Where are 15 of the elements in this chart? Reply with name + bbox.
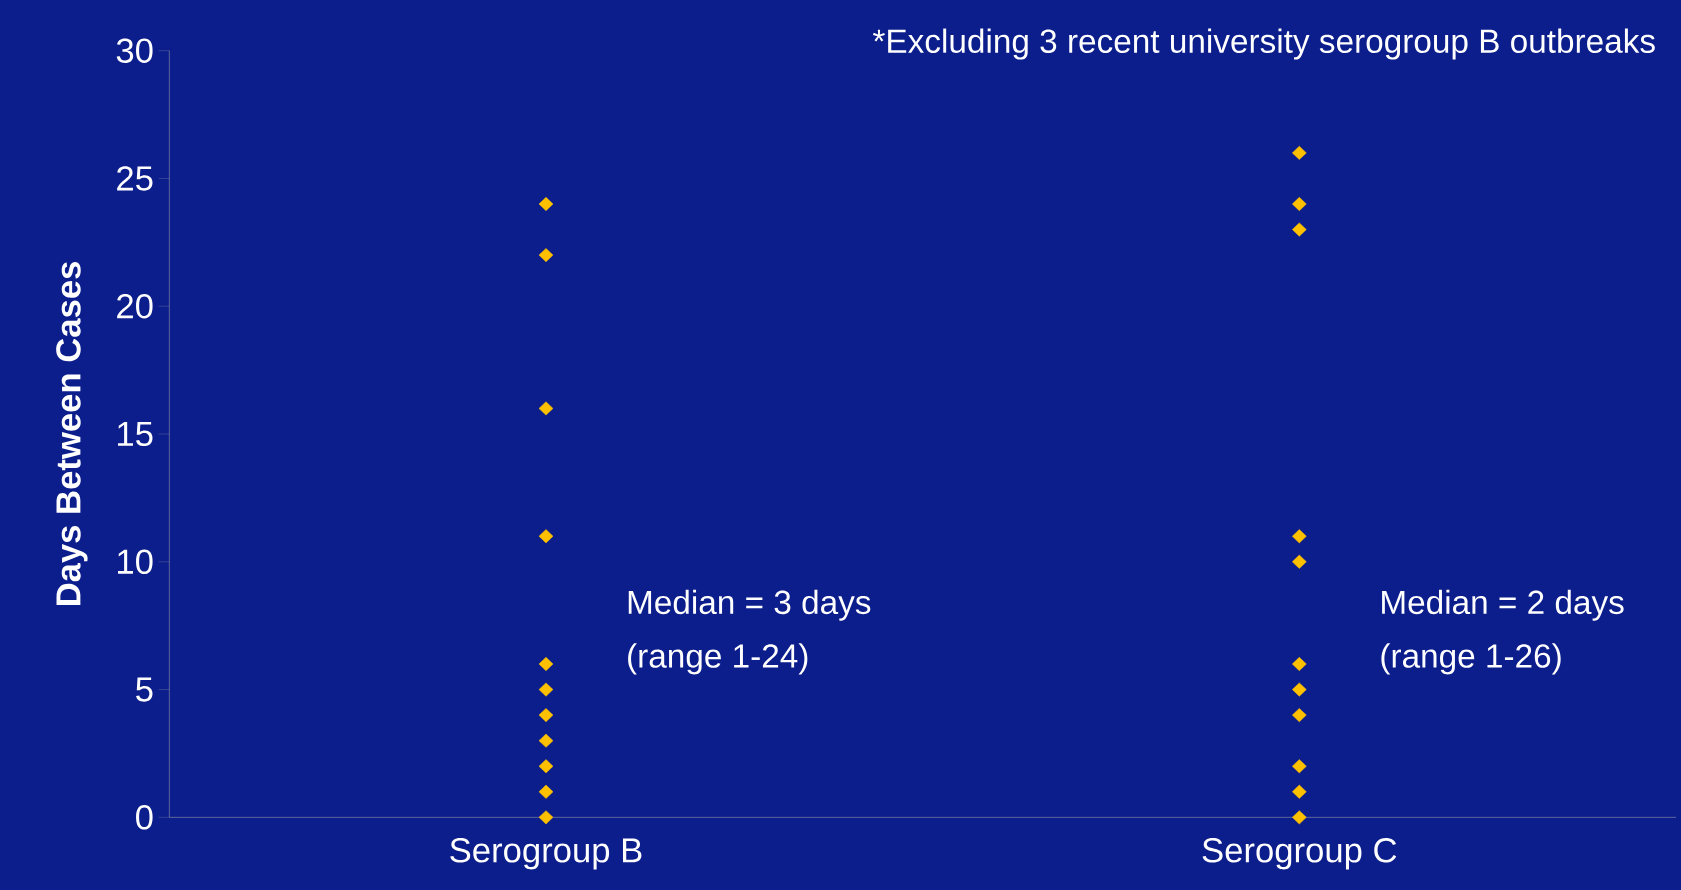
annotation: (range 1-26) bbox=[1381, 643, 1561, 675]
y-tick-label: 30 bbox=[116, 38, 153, 63]
y-tick-label: 5 bbox=[136, 677, 153, 702]
x-tick-label: Serogroup C bbox=[1202, 838, 1397, 870]
y-tick-label: 0 bbox=[136, 805, 153, 830]
annotation: *Excluding 3 recent university serogroup B outbreaks bbox=[872, 28, 1655, 60]
annotation: Median = 2 days bbox=[1382, 589, 1624, 621]
annotation: Median = 3 days bbox=[628, 589, 871, 621]
y-tick-label: 20 bbox=[117, 293, 153, 319]
y-tick-label: 25 bbox=[117, 166, 153, 191]
x-tick-label: Serogroup B bbox=[450, 838, 642, 870]
y-axis-title: Days Between Cases bbox=[56, 262, 88, 606]
y-tick-label: 10 bbox=[118, 549, 153, 575]
annotation: (range 1-24) bbox=[628, 643, 808, 675]
y-tick-label: 15 bbox=[118, 421, 153, 447]
